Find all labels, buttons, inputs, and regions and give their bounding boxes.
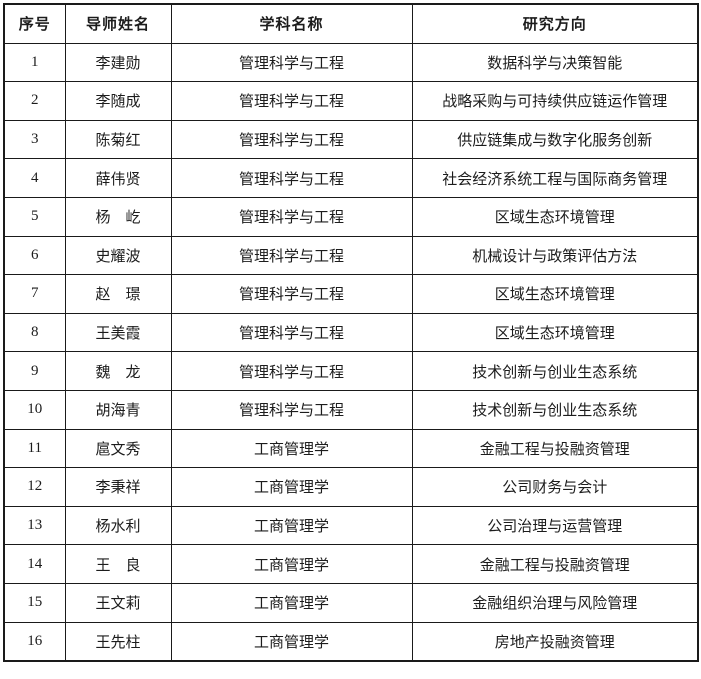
cell-name: 魏 龙 [64, 351, 172, 391]
cell-direction: 金融工程与投融资管理 [411, 428, 699, 469]
table-row: 16 王先柱 工商管理学 房地产投融资管理 [3, 621, 699, 662]
cell-no: 3 [3, 119, 66, 160]
table-row: 5 杨 屹 管理科学与工程 区域生态环境管理 [3, 196, 699, 237]
cell-discipline: 工商管理学 [170, 505, 413, 546]
cell-discipline: 工商管理学 [170, 428, 413, 469]
cell-no: 15 [3, 582, 66, 623]
cell-no: 5 [3, 196, 66, 237]
cell-discipline: 管理科学与工程 [170, 42, 413, 83]
cell-no: 7 [3, 274, 66, 314]
table-row: 2 李随成 管理科学与工程 战略采购与可持续供应链运作管理 [3, 81, 699, 121]
table-row: 7 赵 璟 管理科学与工程 区域生态环境管理 [3, 274, 699, 314]
cell-name: 薛伟贤 [64, 158, 172, 198]
cell-name: 李秉祥 [64, 467, 172, 507]
cell-direction: 供应链集成与数字化服务创新 [411, 119, 699, 160]
cell-no: 9 [3, 351, 66, 391]
table-row: 3 陈菊红 管理科学与工程 供应链集成与数字化服务创新 [3, 119, 699, 160]
cell-direction: 机械设计与政策评估方法 [411, 235, 699, 276]
cell-no: 1 [3, 42, 66, 83]
table-row: 4 薛伟贤 管理科学与工程 社会经济系统工程与国际商务管理 [3, 158, 699, 198]
header-row: 序号 导师姓名 学科名称 研究方向 [3, 3, 699, 44]
table-row: 10 胡海青 管理科学与工程 技术创新与创业生态系统 [3, 389, 699, 430]
cell-name: 王文莉 [64, 582, 172, 623]
cell-no: 10 [3, 389, 66, 430]
document-page: 序号 导师姓名 学科名称 研究方向 1 李建勋 管理科学与工程 数据科学与决策智… [3, 3, 699, 663]
cell-no: 13 [3, 505, 66, 546]
table-row: 11 扈文秀 工商管理学 金融工程与投融资管理 [3, 428, 699, 469]
cell-discipline: 管理科学与工程 [170, 158, 413, 198]
cell-name: 王先柱 [64, 621, 172, 662]
cell-no: 2 [3, 81, 66, 121]
table-row: 15 王文莉 工商管理学 金融组织治理与风险管理 [3, 582, 699, 623]
cell-direction: 社会经济系统工程与国际商务管理 [411, 158, 699, 198]
table-row: 14 王 良 工商管理学 金融工程与投融资管理 [3, 544, 699, 584]
cell-discipline: 工商管理学 [170, 621, 413, 662]
cell-direction: 公司治理与运营管理 [411, 505, 699, 546]
table-row: 6 史耀波 管理科学与工程 机械设计与政策评估方法 [3, 235, 699, 276]
column-header-direction: 研究方向 [411, 3, 699, 44]
table-row: 13 杨水利 工商管理学 公司治理与运营管理 [3, 505, 699, 546]
cell-name: 胡海青 [64, 389, 172, 430]
cell-direction: 区域生态环境管理 [411, 196, 699, 237]
cell-discipline: 管理科学与工程 [170, 389, 413, 430]
cell-direction: 区域生态环境管理 [411, 312, 699, 353]
cell-discipline: 管理科学与工程 [170, 196, 413, 237]
column-header-no: 序号 [3, 3, 66, 44]
cell-discipline: 工商管理学 [170, 544, 413, 584]
cell-direction: 金融组织治理与风险管理 [411, 582, 699, 623]
cell-discipline: 管理科学与工程 [170, 235, 413, 276]
cell-direction: 金融工程与投融资管理 [411, 544, 699, 584]
table-row: 8 王美霞 管理科学与工程 区域生态环境管理 [3, 312, 699, 353]
cell-discipline: 管理科学与工程 [170, 312, 413, 353]
cell-no: 12 [3, 467, 66, 507]
table-row: 1 李建勋 管理科学与工程 数据科学与决策智能 [3, 42, 699, 83]
table-row: 9 魏 龙 管理科学与工程 技术创新与创业生态系统 [3, 351, 699, 391]
cell-direction: 区域生态环境管理 [411, 274, 699, 314]
cell-discipline: 管理科学与工程 [170, 119, 413, 160]
cell-discipline: 管理科学与工程 [170, 81, 413, 121]
cell-direction: 技术创新与创业生态系统 [411, 351, 699, 391]
cell-direction: 数据科学与决策智能 [411, 42, 699, 83]
table-row: 12 李秉祥 工商管理学 公司财务与会计 [3, 467, 699, 507]
cell-no: 6 [3, 235, 66, 276]
column-header-name: 导师姓名 [64, 3, 172, 44]
cell-name: 赵 璟 [64, 274, 172, 314]
cell-discipline: 管理科学与工程 [170, 351, 413, 391]
cell-name: 史耀波 [64, 235, 172, 276]
cell-name: 李随成 [64, 81, 172, 121]
cell-no: 14 [3, 544, 66, 584]
cell-direction: 房地产投融资管理 [411, 621, 699, 662]
cell-discipline: 工商管理学 [170, 467, 413, 507]
cell-no: 16 [3, 621, 66, 662]
cell-direction: 公司财务与会计 [411, 467, 699, 507]
cell-name: 杨水利 [64, 505, 172, 546]
column-header-discipline: 学科名称 [170, 3, 413, 44]
cell-no: 8 [3, 312, 66, 353]
cell-name: 杨 屹 [64, 196, 172, 237]
cell-discipline: 管理科学与工程 [170, 274, 413, 314]
cell-direction: 战略采购与可持续供应链运作管理 [411, 81, 699, 121]
cell-no: 4 [3, 158, 66, 198]
cell-name: 扈文秀 [64, 428, 172, 469]
cell-direction: 技术创新与创业生态系统 [411, 389, 699, 430]
cell-name: 王美霞 [64, 312, 172, 353]
cell-discipline: 工商管理学 [170, 582, 413, 623]
advisor-table: 序号 导师姓名 学科名称 研究方向 1 李建勋 管理科学与工程 数据科学与决策智… [3, 3, 699, 663]
cell-name: 王 良 [64, 544, 172, 584]
cell-name: 李建勋 [64, 42, 172, 83]
cell-name: 陈菊红 [64, 119, 172, 160]
cell-no: 11 [3, 428, 66, 469]
